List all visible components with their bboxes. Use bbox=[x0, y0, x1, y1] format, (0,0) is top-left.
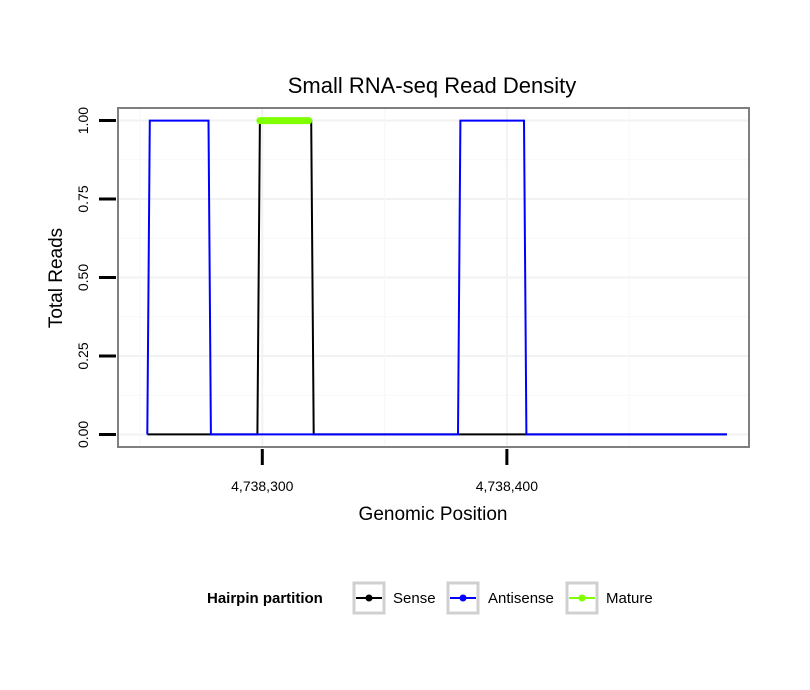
y-axis-title: Total Reads bbox=[46, 228, 67, 328]
x-tick-label: 4,738,300 bbox=[231, 478, 293, 494]
series-layer bbox=[146, 117, 727, 436]
chart-title: Small RNA-seq Read Density bbox=[288, 73, 577, 98]
y-tick-label: 0.50 bbox=[75, 264, 91, 291]
legend-key-point-sense bbox=[365, 594, 373, 602]
y-tick-label: 0.25 bbox=[75, 342, 91, 369]
x-tick-label: 4,738,400 bbox=[476, 478, 538, 494]
grid bbox=[118, 108, 749, 447]
y-tick-label: 0.00 bbox=[75, 421, 91, 448]
legend: Hairpin partition Sense Antisense Mature bbox=[207, 581, 653, 615]
legend-entry-mature: Mature bbox=[565, 581, 653, 615]
legend-label-antisense: Antisense bbox=[488, 590, 554, 607]
series-line-antisense bbox=[146, 119, 727, 436]
plot-panel-border bbox=[117, 107, 750, 448]
legend-key-point-antisense bbox=[459, 594, 467, 602]
legend-label-mature: Mature bbox=[606, 590, 653, 607]
y-tick-label: 0.75 bbox=[75, 185, 91, 212]
axis-ticks: 0.00 0.25 0.50 0.75 1.00 4,738,300 4,738,400 bbox=[75, 107, 538, 494]
x-axis-title: Genomic Position bbox=[359, 504, 508, 525]
legend-label-sense: Sense bbox=[393, 590, 436, 607]
legend-title: Hairpin partition bbox=[207, 590, 323, 607]
legend-entry-antisense: Antisense bbox=[446, 581, 554, 615]
legend-key-point-mature bbox=[578, 594, 586, 602]
y-tick-label: 1.00 bbox=[75, 107, 91, 134]
legend-entry-sense: Sense bbox=[352, 581, 436, 615]
